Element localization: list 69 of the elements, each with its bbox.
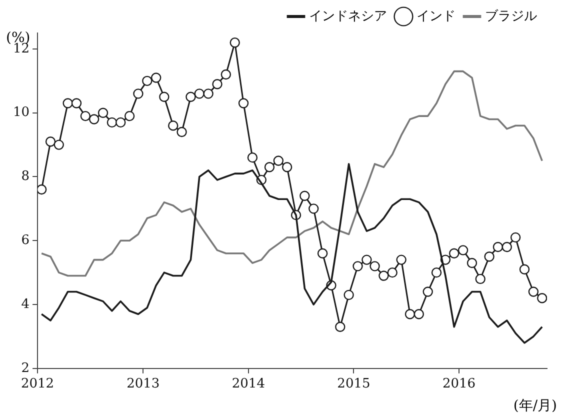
- point: [176, 126, 187, 138]
- point: [230, 37, 240, 48]
- y-tick-label: 4: [21, 296, 30, 312]
- point: [151, 72, 162, 83]
- point: [98, 108, 108, 118]
- point: [238, 98, 249, 108]
- point: [317, 248, 328, 259]
- x-axis-title: (年/月): [513, 397, 557, 415]
- point: [38, 184, 47, 195]
- point: [458, 245, 468, 256]
- point: [282, 162, 292, 172]
- y-tick-label: 8: [21, 169, 30, 184]
- point: [431, 267, 442, 278]
- y-tick-label: 10: [12, 105, 30, 120]
- point: [344, 290, 354, 300]
- point: [528, 286, 539, 297]
- point: [71, 98, 82, 108]
- legend-label: インド: [416, 8, 456, 24]
- point: [142, 76, 152, 86]
- point: [352, 261, 363, 272]
- point: [484, 252, 494, 262]
- x-tick-label: 2012: [20, 376, 54, 392]
- point: [264, 162, 275, 172]
- point: [54, 140, 64, 150]
- point: [273, 156, 284, 166]
- x-tick-label: 2013: [126, 376, 160, 392]
- point: [362, 254, 372, 265]
- point: [62, 98, 73, 108]
- point: [422, 286, 433, 297]
- point: [203, 88, 214, 99]
- point: [168, 120, 178, 131]
- x-tick-label: 2015: [337, 376, 370, 392]
- x-tick-label: 2016: [442, 376, 476, 392]
- point: [45, 136, 56, 147]
- point: [387, 267, 398, 278]
- point: [536, 293, 547, 304]
- point: [88, 114, 100, 124]
- point: [308, 204, 319, 214]
- point: [194, 88, 204, 99]
- legend-label: ブラジル: [485, 8, 537, 24]
- point: [116, 117, 126, 128]
- point: [378, 270, 389, 281]
- point: [247, 152, 258, 163]
- y-tick-label: 6: [21, 233, 30, 248]
- x-tick-label: 2014: [232, 376, 265, 392]
- point: [502, 242, 512, 252]
- point: [492, 242, 504, 252]
- point: [510, 232, 521, 243]
- point: [133, 88, 144, 99]
- point: [300, 190, 310, 202]
- point: [335, 322, 346, 332]
- point: [124, 110, 135, 122]
- point: [212, 79, 222, 90]
- point: [404, 308, 416, 320]
- point: [466, 258, 478, 268]
- point: [519, 264, 530, 274]
- point: [414, 308, 424, 320]
- point: [370, 261, 380, 272]
- point: [475, 274, 486, 284]
- point: [449, 248, 460, 259]
- point: [220, 69, 232, 80]
- y-tick-label: 12: [12, 41, 30, 56]
- point: [186, 92, 196, 102]
- point: [106, 117, 118, 128]
- y-tick-label: 2: [21, 360, 30, 376]
- point: [396, 254, 406, 265]
- legend-label: インドネシア: [309, 8, 387, 24]
- point: [80, 110, 91, 122]
- point: [159, 92, 170, 102]
